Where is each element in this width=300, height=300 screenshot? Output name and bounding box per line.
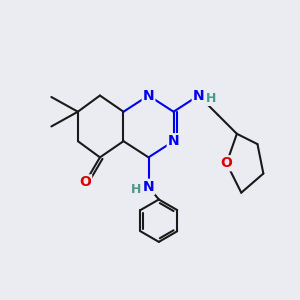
Text: H: H (131, 183, 141, 196)
Text: O: O (220, 156, 232, 170)
Text: N: N (168, 134, 179, 148)
Text: H: H (206, 92, 216, 105)
Text: N: N (193, 88, 204, 103)
Text: N: N (143, 180, 154, 194)
Text: O: O (79, 176, 91, 189)
Text: N: N (143, 88, 154, 103)
